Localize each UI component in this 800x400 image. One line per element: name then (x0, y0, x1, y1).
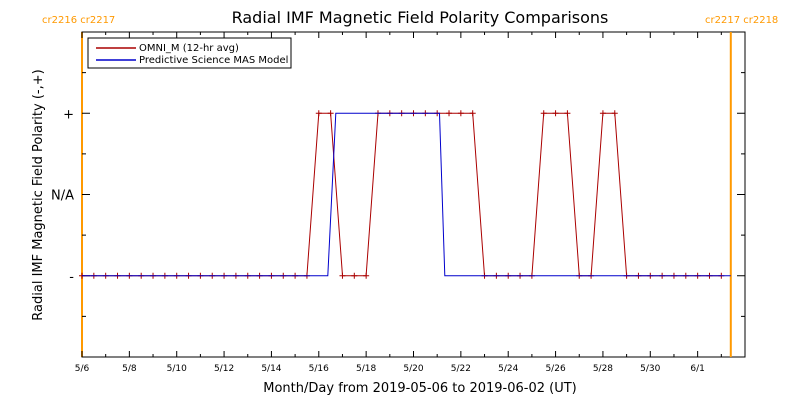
x-tick-label: 6/1 (690, 364, 704, 374)
data-point-marker (339, 272, 346, 279)
x-axis-ticks: 5/6 5/8 5/10 5/12 5/14 5/16 5/18 5/20 5/22 5/24 5/… (75, 32, 746, 374)
data-point-marker (599, 110, 606, 117)
x-tick-label: 5/22 (451, 364, 471, 374)
x-tick-label: 5/30 (640, 364, 660, 374)
legend-box (87, 37, 292, 69)
plot-frame (81, 31, 746, 358)
data-point-marker (327, 110, 334, 117)
data-point-marker (564, 110, 571, 117)
x-tick-label: 5/24 (498, 364, 518, 374)
x-tick-label: 5/26 (545, 364, 565, 374)
data-point-marker (457, 110, 464, 117)
y-tick-label: + (63, 107, 74, 122)
x-axis-label: Month/Day from 2019-05-06 to 2019-06-02 … (263, 381, 576, 396)
legend-label-omni: OMNI_M (12-hr avg) (139, 43, 239, 54)
y-tick-label: N/A (51, 189, 74, 204)
plot-area (81, 31, 746, 358)
data-point-marker (446, 110, 453, 117)
y-axis-label: Radial IMF Magnetic Field Polarity (-,+) (31, 69, 46, 320)
data-point-marker (315, 110, 322, 117)
series-layer (79, 110, 731, 279)
data-point-marker (363, 272, 370, 279)
x-tick-label: 5/10 (167, 364, 187, 374)
data-point-marker (469, 110, 476, 117)
x-tick-label: 5/28 (593, 364, 613, 374)
y-axis-ticks: + N/A - (51, 31, 745, 358)
legend: OMNI_M (12-hr avg) Predictive Science MA… (87, 37, 292, 69)
carrington-boundaries (81, 32, 732, 357)
series-line-omni (82, 112, 722, 277)
data-point-marker (552, 110, 559, 117)
carrington-label-left: cr2216 cr2217 (42, 15, 115, 26)
data-point-marker (611, 110, 618, 117)
series-mas (82, 112, 731, 277)
series-line-mas (82, 112, 731, 277)
y-tick-label: - (69, 270, 74, 285)
x-tick-label: 5/6 (75, 364, 90, 374)
x-tick-label: 5/12 (214, 364, 234, 374)
data-point-marker (351, 272, 358, 279)
x-tick-label: 5/14 (261, 364, 281, 374)
x-tick-label: 5/8 (122, 364, 137, 374)
legend-label-mas: Predictive Science MAS Model (139, 55, 288, 66)
x-tick-label: 5/18 (356, 364, 376, 374)
x-tick-label: 5/20 (403, 364, 423, 374)
chart-title: Radial IMF Magnetic Field Polarity Compa… (232, 8, 609, 27)
x-tick-label: 5/16 (309, 364, 329, 374)
series-omni (79, 110, 725, 279)
data-point-marker (540, 110, 547, 117)
carrington-label-right: cr2217 cr2218 (705, 15, 778, 26)
